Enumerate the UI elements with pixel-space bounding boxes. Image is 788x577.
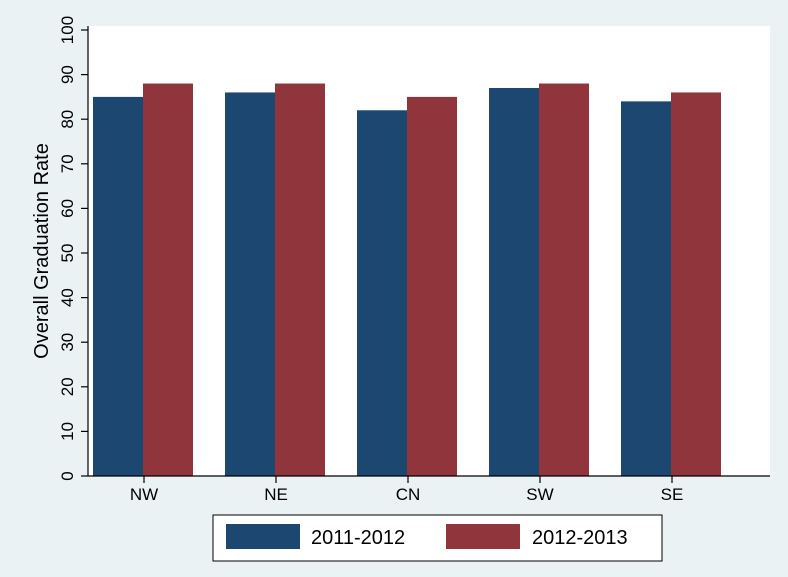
y-tick-label: 40: [58, 288, 77, 307]
bar-ne-2011-2012: [225, 92, 275, 476]
bar-sw-2011-2012: [489, 87, 539, 476]
x-tick-label-se: SE: [661, 485, 684, 504]
bars-layer: [93, 83, 721, 477]
y-tick-label: 70: [58, 154, 77, 173]
bar-nw-2012-2013: [143, 83, 193, 477]
y-tick-label: 80: [58, 110, 77, 129]
bar-se-2011-2012: [621, 101, 671, 477]
legend-swatch-2012-2013: [446, 524, 520, 549]
legend-label-2012-2013: 2012-2013: [532, 527, 628, 549]
x-tick-label-nw: NW: [130, 485, 158, 504]
bar-nw-2011-2012: [93, 96, 143, 477]
bar-sw-2012-2013: [539, 83, 589, 477]
y-tick-label: 90: [58, 65, 77, 84]
x-tick-label-cn: CN: [396, 485, 421, 504]
y-ticks: 0 10 20 30 40 50 60 70 80 90 100: [58, 16, 88, 481]
y-tick-label: 50: [58, 244, 77, 263]
y-tick-label: 20: [58, 377, 77, 396]
bar-cn-2012-2013: [407, 96, 457, 477]
legend-label-2011-2012: 2011-2012: [311, 527, 405, 549]
x-tick-label-ne: NE: [264, 485, 288, 504]
bar-ne-2012-2013: [275, 83, 325, 477]
y-axis-title: Overall Graduation Rate: [31, 143, 53, 359]
bar-cn-2011-2012: [357, 110, 407, 476]
bar-se-2012-2013: [671, 92, 721, 476]
y-tick-label: 100: [58, 16, 77, 44]
y-tick-label: 60: [58, 199, 77, 218]
y-tick-label: 10: [58, 422, 77, 441]
x-ticks: NW NE CN SW SE: [130, 476, 684, 504]
y-tick-label: 0: [58, 471, 77, 480]
y-tick-label: 30: [58, 333, 77, 352]
legend-swatch-2011-2012: [226, 524, 300, 549]
legend: 2011-2012 2012-2013: [212, 514, 663, 562]
x-tick-label-sw: SW: [526, 485, 553, 504]
